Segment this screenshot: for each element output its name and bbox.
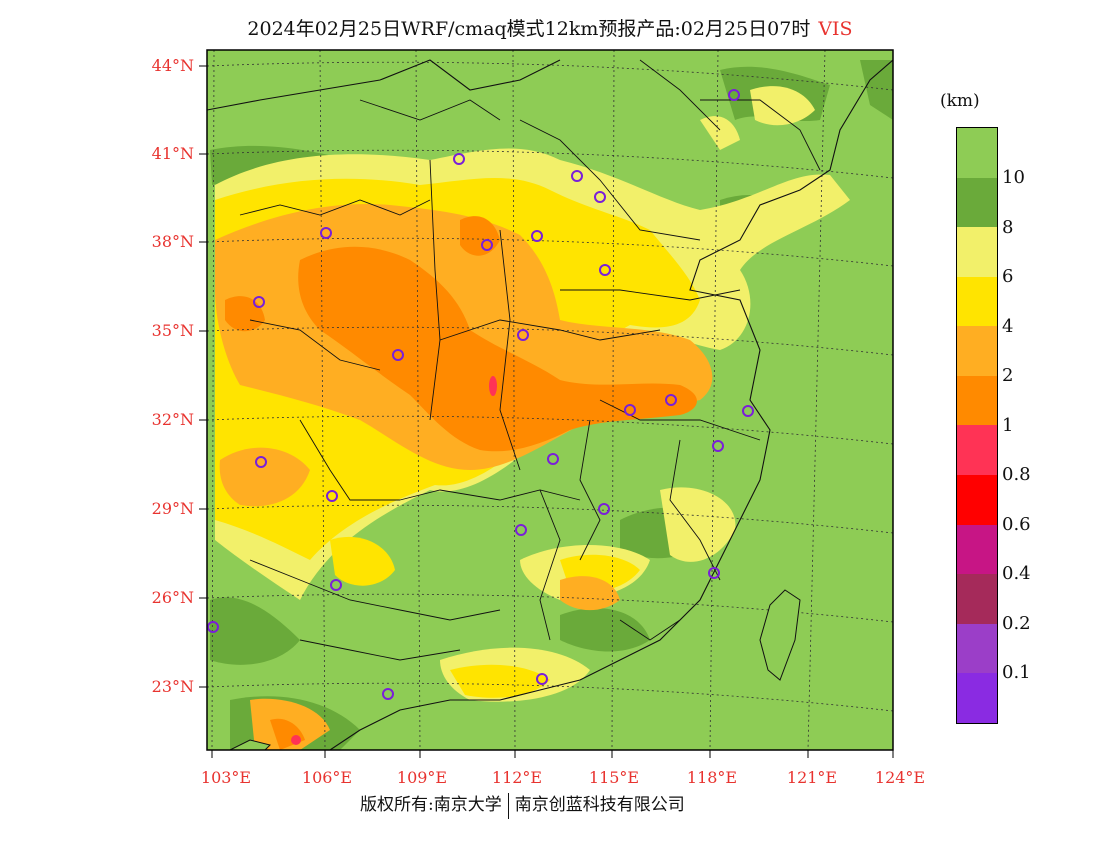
lat-label: 23°N — [151, 677, 194, 696]
province-boundaries — [239, 59, 821, 661]
colorbar-label: 10 — [1002, 167, 1025, 188]
lat-label: 35°N — [151, 321, 194, 340]
city-marker — [598, 503, 610, 515]
city-marker — [515, 524, 527, 536]
lon-label: 118°E — [686, 768, 738, 787]
city-marker — [742, 405, 754, 417]
colorbar-label: 0.2 — [1002, 613, 1031, 634]
city-marker — [599, 264, 611, 276]
copyright-footer: 版权所有:南京大学 南京创蓝科技有限公司 — [360, 790, 685, 819]
city-marker — [571, 170, 583, 182]
city-marker — [708, 567, 720, 579]
city-marker — [665, 394, 677, 406]
lon-label: 115°E — [588, 768, 640, 787]
colorbar-segment — [957, 177, 997, 228]
colorbar-label: 0.1 — [1002, 662, 1031, 683]
map-title: 2024年02月25日WRF/cmaq模式12km预报产品:02月25日07时 V… — [0, 14, 1100, 41]
city-marker — [326, 490, 338, 502]
colorbar-label: 4 — [1002, 316, 1014, 337]
lon-label: 106°E — [301, 768, 353, 787]
colorbar-label: 2 — [1002, 365, 1014, 386]
colorbar-segment — [957, 673, 997, 723]
hainan-outline — [229, 739, 271, 750]
copyright-left: 版权所有:南京大学 — [360, 795, 502, 815]
lon-label: 112°E — [491, 768, 543, 787]
national-border — [207, 59, 561, 111]
city-marker — [547, 453, 559, 465]
colorbar-label: 0.6 — [1002, 514, 1031, 535]
city-marker — [531, 230, 543, 242]
map-frame — [206, 49, 894, 751]
title-main: 2024年02月25日WRF/cmaq模式12km预报产品:02月25日07时 — [247, 18, 811, 40]
city-marker — [207, 621, 219, 633]
graticule — [207, 50, 893, 750]
colorbar-segment — [957, 326, 997, 376]
colorbar-segment — [957, 276, 997, 327]
city-marker — [330, 579, 342, 591]
colorbar-label: 6 — [1002, 266, 1014, 287]
city-marker — [712, 440, 724, 452]
colorbar-segment — [957, 227, 997, 277]
city-marker — [453, 153, 465, 165]
legend-unit: (km) — [940, 91, 980, 111]
city-marker — [255, 456, 267, 468]
colorbar-segment — [957, 574, 997, 624]
city-marker — [536, 673, 548, 685]
colorbar-segment — [957, 475, 997, 525]
lat-label: 26°N — [151, 588, 194, 607]
city-marker — [382, 688, 394, 700]
lat-label: 41°N — [151, 144, 194, 163]
lon-label: 109°E — [396, 768, 448, 787]
colorbar — [956, 127, 998, 724]
colorbar-label: 0.4 — [1002, 563, 1031, 584]
colorbar-segment — [957, 375, 997, 426]
lon-ticks — [211, 750, 894, 758]
colorbar-label: 8 — [1002, 217, 1014, 238]
city-marker — [728, 89, 740, 101]
footer-separator — [507, 792, 509, 819]
city-markers — [207, 89, 754, 700]
city-marker — [392, 349, 404, 361]
lat-label: 44°N — [151, 56, 194, 75]
city-marker — [320, 227, 332, 239]
lat-label: 38°N — [151, 232, 194, 251]
city-marker — [624, 404, 636, 416]
taiwan-outline — [759, 589, 801, 681]
copyright-right: 南京创蓝科技有限公司 — [514, 795, 685, 815]
vis-spot-low — [489, 376, 497, 396]
colorbar-segment — [957, 425, 997, 476]
lat-ticks — [199, 65, 207, 688]
coastline — [329, 59, 893, 750]
vis-spot-low — [291, 735, 301, 745]
colorbar-segment — [957, 128, 997, 178]
city-marker — [253, 296, 265, 308]
lon-label: 103°E — [200, 768, 252, 787]
city-marker — [594, 191, 606, 203]
lon-label: 121°E — [786, 768, 838, 787]
city-marker — [517, 329, 529, 341]
city-marker — [481, 239, 493, 251]
lon-label: 124°E — [874, 768, 926, 787]
colorbar-label: 0.8 — [1002, 464, 1031, 485]
lat-label: 32°N — [151, 410, 194, 429]
colorbar-segment — [957, 623, 997, 674]
title-variable: VIS — [818, 18, 853, 40]
colorbar-segment — [957, 524, 997, 575]
lat-label: 29°N — [151, 499, 194, 518]
colorbar-label: 1 — [1002, 415, 1014, 436]
